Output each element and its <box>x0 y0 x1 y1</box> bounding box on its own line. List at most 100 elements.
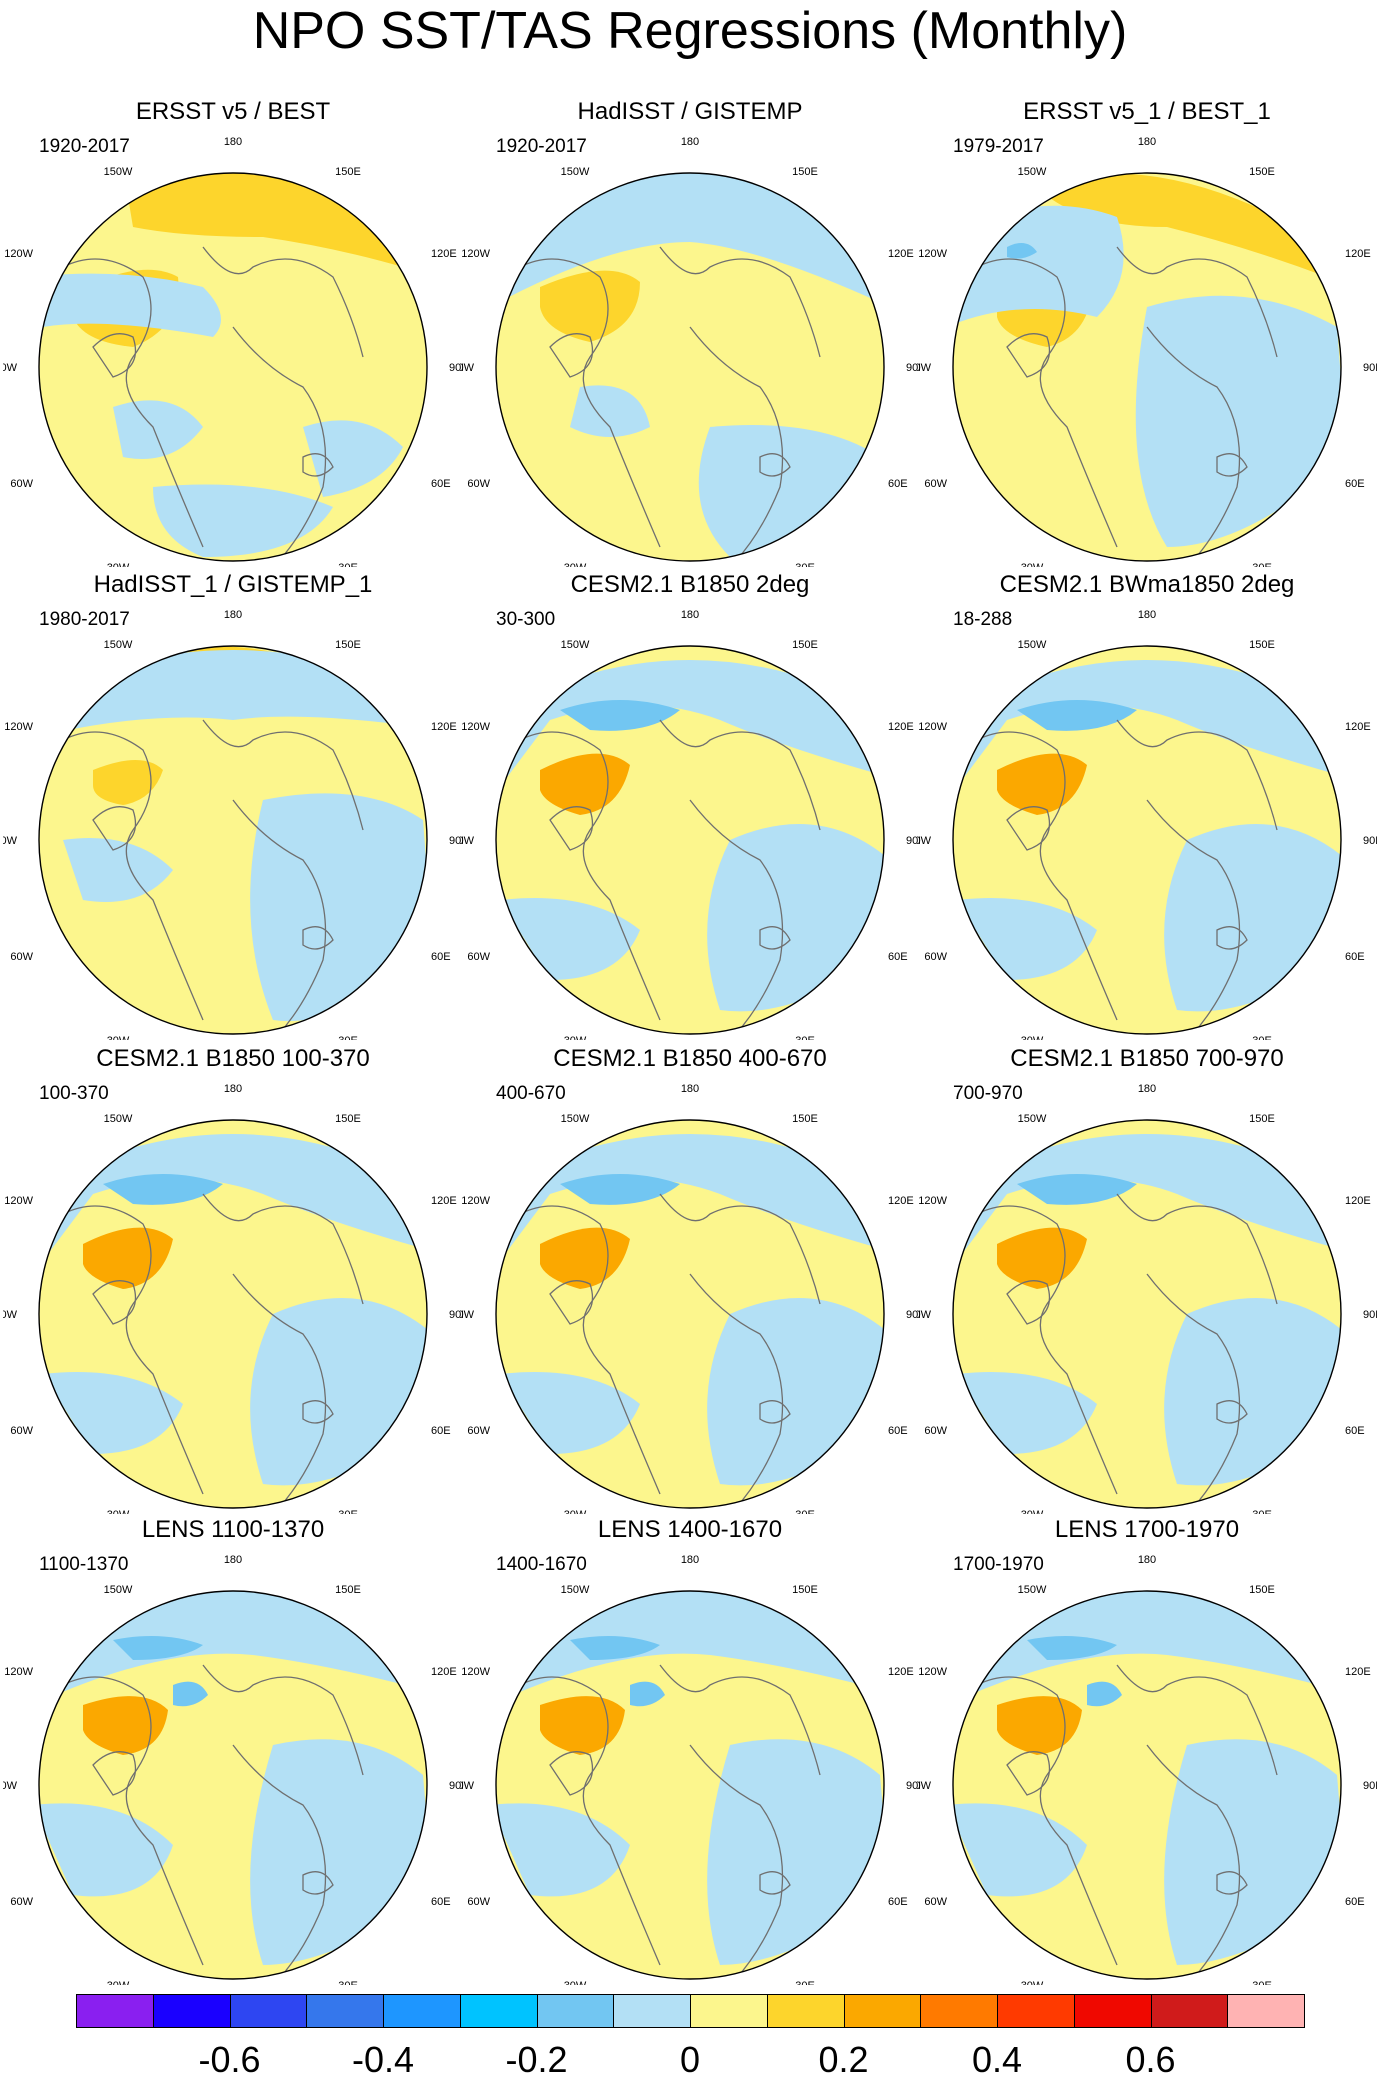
anomaly-region <box>953 205 1124 327</box>
longitude-label: 60E <box>431 951 451 963</box>
anomaly-region <box>1164 824 1341 1012</box>
panel-title: ERSST v5 / BEST <box>135 98 331 125</box>
anomaly-region <box>997 1696 1082 1755</box>
longitude-label: 60E <box>888 951 908 963</box>
period-label: 1979-2017 <box>953 136 1044 157</box>
anomaly-region <box>1164 1739 1341 1965</box>
map-panel: CESM2.1 B1850 2deg180150E120E90E60E30E03… <box>460 570 920 1042</box>
coastline <box>62 1205 204 1495</box>
coastline <box>519 731 661 1021</box>
longitude-label: 120W <box>918 1195 947 1207</box>
longitude-label: 150E <box>335 1113 361 1125</box>
coastline <box>202 1193 364 1305</box>
longitude-label: 90W <box>917 1309 932 1321</box>
longitude-label: 120E <box>431 1666 457 1678</box>
coastline <box>519 258 661 548</box>
longitude-label: 30W <box>564 562 587 567</box>
anomaly-region <box>540 1696 625 1755</box>
colorbar-swatch <box>459 1994 538 2028</box>
anomaly-region <box>113 400 203 459</box>
panel-title: LENS 1400-1670 <box>597 1516 783 1543</box>
coastline <box>92 333 137 378</box>
coastline <box>1116 246 1278 358</box>
anomaly-region <box>570 1636 660 1660</box>
polar-map: 180150E120E90E60E30E030W60W90W120W150W14… <box>460 1554 920 1985</box>
anomaly-region <box>707 824 884 1012</box>
anomaly-region <box>1027 1636 1117 1660</box>
coastline <box>759 926 791 950</box>
coastline <box>202 719 364 831</box>
longitude-label: 90E <box>1363 835 1377 847</box>
coastline <box>302 1400 334 1424</box>
map-border <box>38 1119 428 1509</box>
coastline <box>92 1751 137 1796</box>
longitude-label: 150E <box>1249 1584 1275 1596</box>
longitude-label: 120W <box>4 721 33 733</box>
longitude-label: 90E <box>449 362 463 374</box>
polar-map: 180150E120E90E60E30E030W60W90W120W150W18… <box>917 609 1377 1040</box>
colorbar-tick-label: -0.4 <box>351 2039 415 2080</box>
longitude-label: 30E <box>795 562 815 567</box>
polar-map: 180150E120E90E60E30E030W60W90W120W150W17… <box>917 1554 1377 1985</box>
longitude-label: 150W <box>104 166 133 178</box>
longitude-label: 150W <box>104 1113 133 1125</box>
anomaly-region <box>103 1174 223 1205</box>
polar-map: 180150E120E90E60E30E030W60W90W120W150W19… <box>3 136 463 567</box>
coastline <box>1146 1744 1241 1979</box>
longitude-label: 180 <box>681 1083 699 1095</box>
period-label: 400-670 <box>496 1083 566 1104</box>
longitude-label: 90E <box>1363 1780 1377 1792</box>
longitude-label: 60W <box>924 1896 947 1908</box>
colorbar-tick-label: -0.6 <box>198 2039 261 2080</box>
longitude-label: 150W <box>104 639 133 651</box>
anomaly-region <box>83 1227 173 1289</box>
longitude-label: 90W <box>460 835 475 847</box>
longitude-label: 30W <box>1021 562 1044 567</box>
coastline <box>976 1676 1118 1966</box>
anomaly-region <box>630 1681 665 1707</box>
colorbar-swatch <box>1227 1994 1305 2028</box>
longitude-label: 90W <box>917 362 932 374</box>
longitude-label: 60W <box>10 1896 33 1908</box>
anomaly-region <box>153 484 333 557</box>
colorbar-swatch <box>229 1994 308 2028</box>
longitude-label: 30W <box>107 1035 130 1040</box>
longitude-label: 150E <box>335 1584 361 1596</box>
longitude-label: 150W <box>561 166 590 178</box>
colorbar-tick-label: 0 <box>679 2039 701 2080</box>
anomaly-region <box>63 838 173 902</box>
colorbar-swatch <box>536 1994 615 2028</box>
longitude-label: 90E <box>1363 362 1377 374</box>
map-border <box>495 1590 885 1980</box>
panel-title: ERSST v5_1 / BEST_1 <box>1023 98 1271 125</box>
period-label: 1700-1970 <box>953 1554 1044 1575</box>
longitude-label: 60W <box>467 478 490 490</box>
longitude-label: 150W <box>1018 166 1047 178</box>
longitude-label: 60E <box>888 478 908 490</box>
longitude-label: 90W <box>460 1780 475 1792</box>
longitude-label: 120E <box>1345 1195 1371 1207</box>
coastline <box>1216 1871 1248 1895</box>
anomaly-region <box>1017 700 1137 731</box>
longitude-label: 150W <box>1018 639 1047 651</box>
coastline <box>1006 1751 1051 1796</box>
longitude-label: 180 <box>1138 1083 1156 1095</box>
longitude-label: 120E <box>888 721 914 733</box>
coastline <box>62 1676 204 1966</box>
coastline <box>549 1280 594 1325</box>
longitude-label: 30W <box>564 1035 587 1040</box>
period-label: 100-370 <box>39 1083 109 1104</box>
longitude-label: 150W <box>1018 1584 1047 1596</box>
period-label: 1920-2017 <box>496 136 587 157</box>
longitude-label: 150E <box>792 1113 818 1125</box>
longitude-label: 180 <box>681 1554 699 1566</box>
longitude-label: 120E <box>1345 1666 1371 1678</box>
longitude-label: 120W <box>4 1195 33 1207</box>
colorbar-swatch <box>843 1994 922 2028</box>
colorbar-swatch <box>383 1994 461 2028</box>
longitude-label: 30E <box>1252 1980 1272 1985</box>
longitude-label: 60E <box>431 1425 451 1437</box>
panel-title: CESM2.1 B1850 2deg <box>570 571 810 598</box>
longitude-label: 120E <box>431 1195 457 1207</box>
longitude-label: 150W <box>561 1584 590 1596</box>
